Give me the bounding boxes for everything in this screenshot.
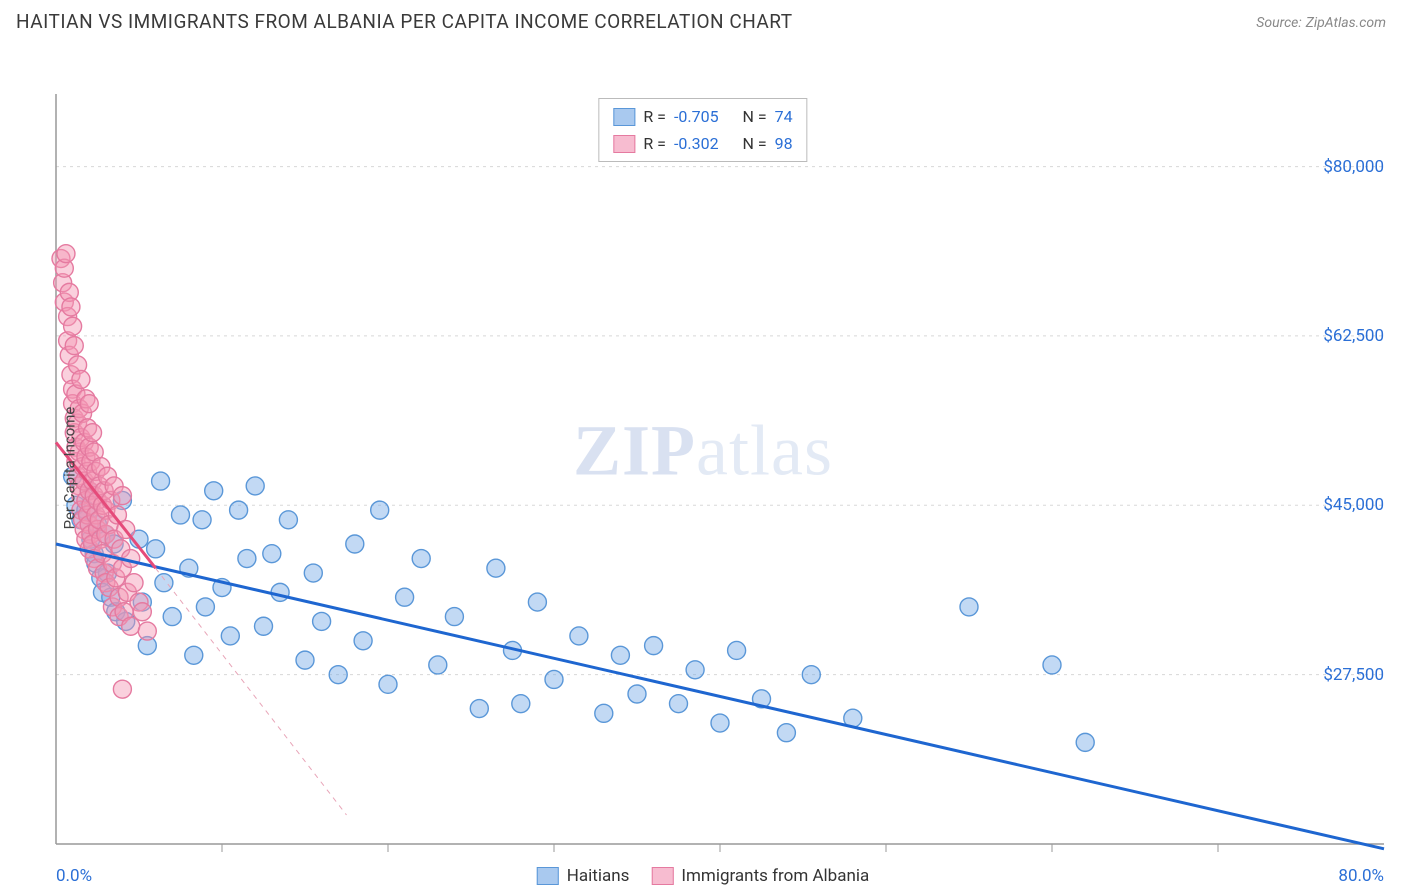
swatch-haitians-icon: [537, 867, 559, 885]
swatch-haitians: [613, 108, 635, 126]
x-axis-end: 80.0%: [1338, 866, 1384, 886]
swatch-albania: [613, 135, 635, 153]
chart-title: HAITIAN VS IMMIGRANTS FROM ALBANIA PER C…: [16, 10, 793, 33]
swatch-albania-icon: [651, 867, 673, 885]
correlation-legend: R = -0.705 N = 74 R = -0.302 N = 98: [598, 98, 807, 162]
source-label: Source:: [1256, 15, 1301, 31]
scatter-plot-svg: [0, 44, 1406, 892]
source-name: ZipAtlas.com: [1306, 15, 1386, 31]
chart-area: Per Capita Income ZIPatlas R = -0.705 N …: [0, 44, 1406, 892]
x-axis-start: 0.0%: [56, 866, 92, 886]
y-axis-label: Per Capita Income: [60, 407, 78, 530]
y-tick-label: $27,500: [1323, 665, 1384, 685]
legend-item-albania: Immigrants from Albania: [651, 866, 869, 886]
legend-row-haitians: R = -0.705 N = 74: [613, 103, 792, 130]
series-legend: Haitians Immigrants from Albania: [537, 866, 869, 886]
source-attribution: Source: ZipAtlas.com: [1256, 12, 1386, 31]
y-tick-label: $45,000: [1323, 495, 1384, 515]
legend-row-albania: R = -0.302 N = 98: [613, 130, 792, 157]
y-tick-label: $62,500: [1323, 326, 1384, 346]
y-tick-label: $80,000: [1323, 157, 1384, 177]
legend-item-haitians: Haitians: [537, 866, 630, 886]
